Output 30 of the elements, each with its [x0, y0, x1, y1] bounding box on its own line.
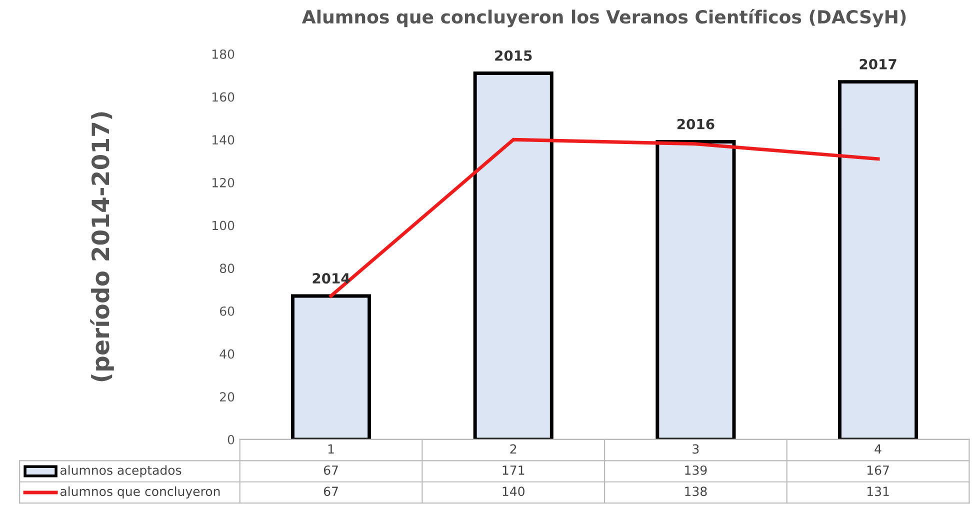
- y-tick-label: 140: [212, 135, 234, 145]
- legend-label: alumnos aceptados: [60, 465, 182, 478]
- annotation: 2014: [312, 273, 350, 284]
- y-tick-label: 40: [220, 349, 234, 359]
- data-label: 131: [867, 486, 889, 496]
- data-label: 167: [867, 465, 889, 475]
- y-tick-label: 0: [228, 434, 234, 444]
- data-label: 138: [685, 486, 707, 496]
- y-tick-label: 20: [220, 392, 234, 402]
- y-tick-label: 80: [220, 264, 234, 274]
- annotation: 2016: [677, 118, 714, 130]
- data-label: 140: [502, 486, 524, 496]
- x-tick-label: 4: [874, 444, 882, 454]
- y-tick-label: 160: [212, 92, 234, 102]
- data-label: 67: [324, 465, 338, 475]
- y-tick-label: 180: [212, 49, 234, 59]
- data-label: 139: [685, 465, 707, 475]
- annotation: 2015: [495, 50, 532, 61]
- x-tick-label: 1: [328, 444, 334, 454]
- y-axis-title: (período 2014-2017): [90, 112, 114, 382]
- y-tick-label: 100: [212, 220, 234, 230]
- y-tick-label: 120: [212, 178, 234, 188]
- annotation: 2017: [860, 58, 896, 70]
- legend-label: alumnos que concluyeron: [60, 486, 220, 499]
- y-tick-label: 60: [220, 306, 234, 316]
- chart-title: Alumnos que concluyeron los Veranos Científicos (DACSyH): [302, 8, 906, 28]
- x-tick-label: 2: [510, 444, 516, 454]
- data-label: 171: [502, 466, 524, 475]
- x-tick-label: 3: [692, 444, 699, 454]
- data-label: 67: [324, 486, 338, 496]
